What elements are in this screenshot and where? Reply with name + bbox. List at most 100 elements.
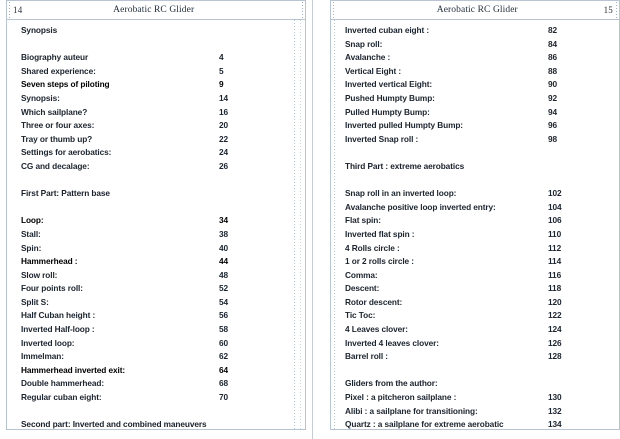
toc-entry-page-number: 48: [219, 269, 229, 280]
toc-entry[interactable]: Slow roll: 48: [21, 269, 229, 280]
toc-entry[interactable]: Pulled Humpty Bump: 94: [345, 106, 558, 117]
toc-entry-page-number: 26: [219, 160, 229, 171]
toc-entry[interactable]: Loop: 34: [21, 215, 229, 226]
toc-entry[interactable]: Three or four axes: 20: [21, 120, 229, 131]
toc-entry[interactable]: Settings for aerobatics: 24: [21, 147, 229, 158]
toc-entry[interactable]: Regular cuban eight: 70: [21, 392, 229, 403]
toc-section-heading[interactable]: Third Part : extreme aerobatics: [345, 160, 465, 171]
toc-entry-page-number: 130: [548, 392, 562, 403]
toc-entry-page-number: 120: [548, 296, 562, 307]
toc-entry[interactable]: Descent: 118: [345, 283, 562, 294]
toc-entry[interactable]: CG and decalage: 26: [21, 160, 229, 171]
toc-entry[interactable]: Inverted loop: 60: [21, 337, 229, 348]
toc-entry[interactable]: Four points roll: 52: [21, 283, 229, 294]
toc-entry[interactable]: 4 Rolls circle :112: [345, 242, 562, 253]
toc-list-right: Inverted cuban eight :82 Snap roll: 84 Aval…: [331, 25, 619, 439]
page-right: Aerobatic RC Glider 15 Inverted cuban ei…: [330, 0, 620, 439]
page-right-folio: 15: [603, 5, 613, 15]
toc-entry-page-number: 9: [219, 79, 224, 90]
toc-entry-page-number: 128: [548, 351, 562, 362]
toc-entry-page-number: 86: [548, 52, 558, 63]
toc-entry-page-number: 106: [548, 215, 562, 226]
toc-entry[interactable]: Shared experience: 5: [21, 65, 224, 76]
toc-section-heading[interactable]: Second part: Inverted and combined maneu…: [21, 419, 207, 430]
toc-entry[interactable]: Inverted Snap roll :98: [345, 133, 558, 144]
toc-spacer: [21, 39, 305, 53]
toc-entry[interactable]: Immelman: 62: [21, 351, 229, 362]
toc-spacer: [345, 365, 619, 379]
toc-entry[interactable]: Comma: 116: [345, 269, 562, 280]
toc-entry-page-number: 96: [548, 120, 558, 131]
toc-section-heading[interactable]: Synopsis: [21, 25, 58, 35]
toc-entry[interactable]: Tic Toc: 122: [345, 310, 562, 321]
toc-entry[interactable]: Snap roll: 84: [345, 38, 558, 49]
toc-entry[interactable]: Rotor descent: 120: [345, 296, 562, 307]
toc-entry[interactable]: 1 or 2 rolls circle :114: [345, 256, 562, 267]
toc-entry-page-number: 110: [548, 228, 562, 239]
toc-section-heading[interactable]: Gliders from the author:: [345, 378, 438, 389]
toc-entry[interactable]: Split S: 54: [21, 296, 229, 307]
toc-entry[interactable]: Pushed Humpty Bump: 92: [345, 92, 558, 103]
toc-entry[interactable]: Snap roll in an inverted loop: 102: [345, 188, 562, 199]
toc-entry-page-number: 126: [548, 337, 562, 348]
toc-entry[interactable]: Pixel : a pitcheron sailplane :130: [345, 392, 562, 403]
toc-spacer: [21, 433, 305, 439]
toc-entry-page-number: 34: [219, 215, 229, 226]
page-left: 14 Aerobatic RC Glider Synopsis Biography…: [6, 0, 306, 439]
toc-entry[interactable]: 4 Leaves clover: 124: [345, 324, 562, 335]
toc-entry-page-number: 134: [548, 419, 562, 430]
toc-entry-page-number: 104: [548, 201, 562, 212]
toc-spacer: [345, 433, 619, 439]
toc-entry[interactable]: Alibi : a sailplane for transitioning: 13…: [345, 405, 562, 416]
toc-entry[interactable]: Hammerhead :44: [21, 256, 229, 267]
toc-entry[interactable]: Inverted vertical Eight: 90: [345, 79, 558, 90]
toc-entry[interactable]: Tray or thumb up? 22: [21, 133, 229, 144]
toc-entry-page-number: 92: [548, 92, 558, 103]
toc-entry[interactable]: Flat spin: 106: [345, 215, 562, 226]
toc-entry-page-number: 102: [548, 188, 562, 199]
toc-entry-page-number: 118: [548, 283, 562, 294]
toc-entry[interactable]: Inverted flat spin :110: [345, 228, 562, 239]
page-right-running-head: Aerobatic RC Glider 15: [330, 0, 620, 20]
toc-entry[interactable]: Inverted pulled Humpty Bump: 96: [345, 120, 558, 131]
toc-entry-page-number: 56: [219, 310, 229, 321]
toc-entry-page-number: 38: [219, 228, 229, 239]
toc-entry-page-number: 114: [548, 256, 562, 267]
toc-entry[interactable]: Inverted Half-loop :58: [21, 324, 229, 335]
toc-entry-page-number: 44: [219, 256, 229, 267]
toc-entry[interactable]: Stall: 38: [21, 228, 229, 239]
toc-entry[interactable]: Avalanche :86: [345, 52, 558, 63]
toc-entry[interactable]: Half Cuban height :56: [21, 310, 229, 321]
toc-entry[interactable]: Spin: 40: [21, 242, 229, 253]
toc-entry[interactable]: Inverted 4 leaves clover: 126: [345, 337, 562, 348]
toc-entry[interactable]: Which sailplane? 16: [21, 106, 229, 117]
toc-entry-page-number: 122: [548, 310, 562, 321]
toc-entry[interactable]: Hammerhead inverted exit: 64: [21, 364, 229, 375]
toc-entry[interactable]: Avalanche positive loop inverted entry: 1…: [345, 201, 562, 212]
toc-entry-page-number: 88: [548, 65, 558, 76]
toc-entry[interactable]: Vertical Eight :88: [345, 65, 558, 76]
toc-entry-page-number: 58: [219, 324, 229, 335]
toc-spacer: [345, 175, 619, 189]
toc-entry-page-number: 70: [219, 392, 229, 403]
toc-entry[interactable]: Seven steps of piloting 9: [21, 79, 224, 90]
toc-entry-page-number: 16: [219, 106, 229, 117]
toc-entry-page-number: 22: [219, 133, 229, 144]
toc-entry-page-number: 68: [219, 378, 229, 389]
toc-entry[interactable]: Double hammerhead: 68: [21, 378, 229, 389]
toc-entry-page-number: 112: [548, 242, 562, 253]
toc-entry[interactable]: Synopsis: 14: [21, 92, 229, 103]
toc-entry[interactable]: Inverted cuban eight :82: [345, 25, 558, 35]
toc-entry-page-number: 5: [219, 65, 224, 76]
toc-section-heading[interactable]: First Part: Pattern base: [21, 188, 110, 199]
toc-spacer: [21, 175, 305, 189]
toc-entry-page-number: 132: [548, 405, 562, 416]
toc-entry[interactable]: Barrel roll :128: [345, 351, 562, 362]
toc-entry-page-number: 94: [548, 106, 558, 117]
toc-entry-page-number: 84: [548, 38, 558, 49]
toc-entry-page-number: 14: [219, 92, 229, 103]
page-left-running-title: Aerobatic RC Glider: [113, 5, 195, 15]
toc-entry[interactable]: Biography auteur 4: [21, 52, 224, 63]
toc-entry-page-number: 116: [548, 269, 562, 280]
toc-entry[interactable]: Quartz : a sailplane for extreme aerobat…: [345, 419, 562, 430]
